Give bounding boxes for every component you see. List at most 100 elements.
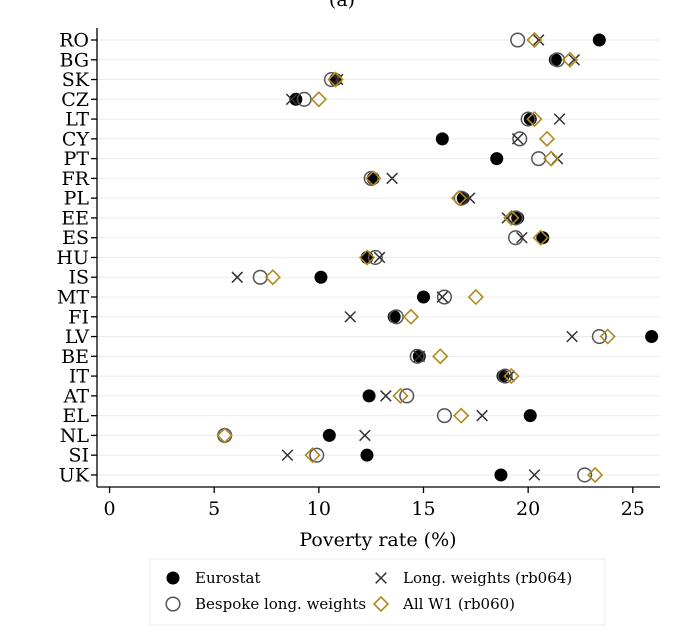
point-long-weights-rb064-si [281,449,294,462]
point-all-w1-rb060-es [532,229,549,246]
point-eurostat-si [360,448,374,462]
point-eurostat-nl [322,428,336,442]
category-label-fr: FR [62,168,90,190]
category-label-pl: PL [64,188,90,210]
point-all-w1-rb060-nl [216,427,233,444]
point-eurostat-lv [645,330,659,344]
x-tick-label-15: 15 [411,498,435,520]
point-bespoke-long-weights-lt [520,111,536,127]
x-tick-label-20: 20 [516,498,540,520]
point-long-weights-rb064-at [379,390,392,402]
point-long-weights-rb064-ro [532,34,545,46]
point-all-w1-rb060-fi [402,308,420,325]
point-long-weights-rb064-sk [331,73,344,86]
point-all-w1-rb060-cy [538,130,556,147]
point-long-weights-rb064-mt [436,291,449,303]
point-all-w1-rb060-uk [586,466,604,484]
category-label-hu: HU [56,247,89,269]
point-long-weights-rb064-it [503,370,516,382]
point-long-weights-rb064-lv [566,330,578,343]
point-eurostat-uk [494,468,508,482]
point-all-w1-rb060-lv [599,328,616,345]
category-label-nl: NL [60,425,90,447]
point-long-weights-rb064-es [516,231,528,244]
point-all-w1-rb060-is [264,269,281,286]
point-all-w1-rb060-ee [503,209,520,227]
point-bespoke-long-weights-it [497,368,513,384]
point-bespoke-long-weights-cy [512,131,528,147]
point-bespoke-long-weights-at [399,388,415,404]
category-label-es: ES [62,227,89,249]
category-label-uk: UK [59,464,90,486]
category-label-mt: MT [57,287,89,309]
point-bespoke-long-weights-pt [531,151,547,167]
legend: Eurostat Bespoke long. weights Long. weigh… [149,558,606,626]
category-label-it: IT [69,366,90,388]
point-bespoke-long-weights-be [409,348,425,364]
point-long-weights-rb064-cy [511,133,524,145]
chart-title: (a) [329,0,355,11]
x-tick-label-25: 25 [621,498,645,520]
point-bespoke-long-weights-fr [363,170,379,186]
data-points [216,31,659,484]
legend-marker-1 [166,571,180,585]
point-all-w1-rb060-mt [467,288,484,306]
category-label-el: EL [63,405,90,427]
category-label-be: BE [61,346,89,368]
point-long-weights-rb064-fr [386,172,398,185]
axes: 0 5 10 15 20 25 [91,28,660,520]
point-long-weights-rb064-is [231,271,244,284]
point-all-w1-rb060-at [392,387,409,404]
point-bespoke-long-weights-is [252,269,268,285]
point-eurostat-is [314,270,328,284]
point-bespoke-long-weights-el [436,408,452,424]
point-all-w1-rb060-sk [327,71,344,88]
point-bespoke-long-weights-uk [577,467,593,483]
point-all-w1-rb060-be [432,348,449,365]
point-long-weights-rb064-be [413,350,426,363]
point-eurostat-mt [416,290,430,304]
point-bespoke-long-weights-lv [591,329,607,345]
point-long-weights-rb064-hu [373,251,386,264]
point-all-w1-rb060-pl [450,190,468,207]
point-all-w1-rb060-fr [365,170,382,187]
legend-label-2: Bespoke long. weights [195,595,366,613]
category-labels: ROBGSKCZLTCYPTFRPLEEESHUISMTFILVBEITATEL… [56,30,89,487]
point-all-w1-rb060-bg [561,51,579,68]
point-all-w1-rb060-hu [358,249,376,266]
point-bespoke-long-weights-hu [367,249,383,266]
point-all-w1-rb060-el [453,407,470,424]
legend-label-1: Eurostat [195,569,261,587]
point-long-weights-rb064-lt [553,113,566,125]
category-label-is: IS [68,267,89,289]
point-bespoke-long-weights-pl [453,190,469,206]
category-label-lv: LV [65,326,89,348]
point-long-weights-rb064-el [476,409,488,422]
point-eurostat-hu [360,250,374,264]
category-label-cy: CY [62,128,90,150]
x-axis-title: Poverty rate (%) [299,529,456,551]
point-all-w1-rb060-cz [310,91,327,108]
legend-frame [149,558,606,626]
point-all-w1-rb060-lt [526,110,543,128]
point-all-w1-rb060-ro [526,31,543,49]
category-label-cz: CZ [61,89,89,111]
point-all-w1-rb060-pt [543,150,560,167]
point-bespoke-long-weights-ro [510,32,526,48]
legend-marker-4 [372,595,390,613]
category-label-ee: EE [61,207,89,229]
point-long-weights-rb064-cz [285,93,298,106]
x-tick-label-10: 10 [307,498,331,520]
point-eurostat-el [523,409,537,423]
category-label-at: AT [63,385,90,407]
point-long-weights-rb064-fi [344,310,357,323]
point-long-weights-rb064-bg [568,53,581,66]
point-eurostat-pt [490,152,504,166]
point-long-weights-rb064-ee [501,212,514,224]
point-long-weights-rb064-pl [463,192,476,204]
point-all-w1-rb060-it [503,367,520,385]
category-label-fi: FI [68,306,89,328]
point-long-weights-rb064-uk [528,469,541,481]
